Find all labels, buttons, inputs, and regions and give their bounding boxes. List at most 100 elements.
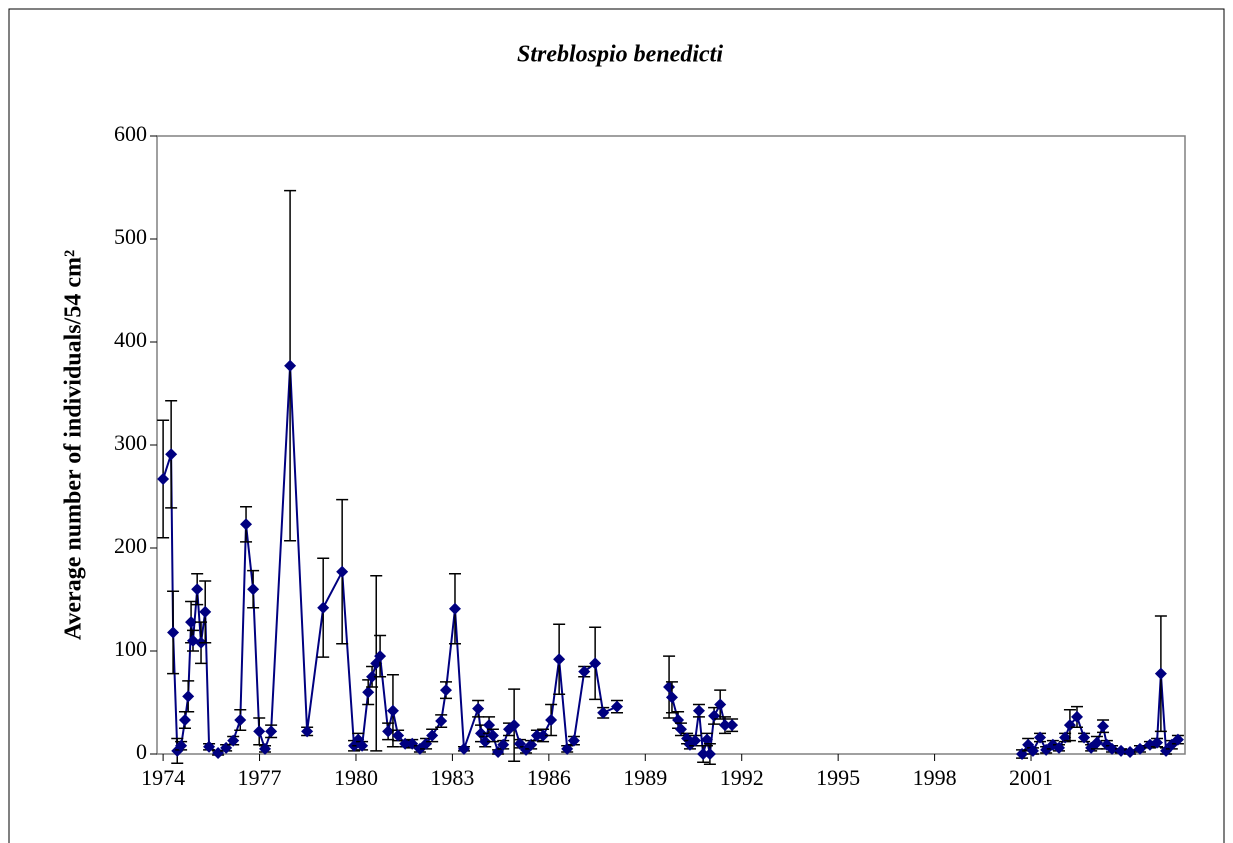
x-tick-label: 2001 [1009,765,1053,790]
data-point [483,719,496,732]
x-tick-label: 1977 [238,765,282,790]
data-point [692,704,705,717]
data-point [426,729,439,742]
data-point [165,448,178,461]
data-point [265,725,278,738]
data-point [157,472,170,485]
data-point [284,359,297,372]
data-point [665,691,678,704]
data-point [1124,745,1137,758]
data-point [182,690,195,703]
data-point [374,650,387,663]
data-point [406,737,419,750]
data-point [259,742,272,755]
y-tick-label: 200 [114,533,147,558]
data-point [212,746,225,759]
y-tick-label: 0 [136,739,147,764]
data-point [674,723,687,736]
data-point [597,706,610,719]
data-point [317,601,330,614]
data-point [726,719,739,732]
data-point [1090,736,1103,749]
data-point [578,665,591,678]
data-point [392,729,405,742]
data-point [1026,744,1039,757]
data-point [1052,741,1065,754]
data-point [561,742,574,755]
data-point [356,739,369,752]
data-point [366,670,379,683]
data-point [708,709,721,722]
data-point [545,714,558,727]
data-point [1154,667,1167,680]
data-point [714,698,727,711]
data-point [719,719,732,732]
y-tick-label: 100 [114,636,147,661]
x-tick-label: 1998 [913,765,957,790]
data-point [1097,720,1110,733]
data-point [382,725,395,738]
data-point [1078,731,1091,744]
data-point [703,748,716,760]
data-point [525,738,538,751]
x-tick-label: 1986 [527,765,571,790]
data-point [508,719,521,732]
y-tick-label: 500 [114,224,147,249]
data-point [502,723,515,736]
data-point [1070,710,1083,723]
data-point [537,729,550,742]
data-point [610,700,623,713]
data-point [1034,731,1047,744]
data-point [1063,719,1076,732]
data-point [1151,736,1164,749]
data-point [399,737,412,750]
data-point [203,740,216,753]
y-tick-label: 300 [114,430,147,455]
data-point [234,714,247,727]
data-point [247,583,260,596]
data-point [663,681,676,694]
data-point [530,729,543,742]
data-point [167,626,180,639]
data-point [175,739,188,752]
data-point [589,657,602,670]
data-point [486,729,499,742]
data-point [386,704,399,717]
x-tick-label: 1995 [816,765,860,790]
data-point [362,686,375,699]
chart-border [8,8,1225,843]
plot-area [156,135,1186,755]
data-point [672,714,685,727]
data-point [227,734,240,747]
data-point [701,733,714,746]
data-point [567,734,580,747]
y-tick-label: 600 [114,121,147,146]
data-point [1115,744,1128,757]
data-point [435,715,448,728]
x-tick-label: 1992 [720,765,764,790]
x-tick-label: 1974 [141,765,185,790]
data-point [253,725,266,738]
data-point [336,565,349,578]
data-point [689,734,702,747]
data-point [240,518,253,531]
data-point [497,738,510,751]
x-tick-label: 1989 [623,765,667,790]
data-point [1171,733,1184,746]
x-tick-label: 1983 [430,765,474,790]
data-point [1133,742,1146,755]
data-point [301,725,314,738]
x-tick-label: 1980 [334,765,378,790]
data-point [191,583,204,596]
data-point [697,748,710,760]
y-tick-label: 400 [114,327,147,352]
data-point [553,653,566,666]
data-point [448,602,461,615]
data-point [472,702,485,715]
data-point [479,735,492,748]
chart-title: Streblospio benedicti [517,42,723,68]
data-point [457,742,470,755]
y-axis-label: Average number of individuals/54 cm² [61,250,87,640]
data-point [185,616,198,629]
